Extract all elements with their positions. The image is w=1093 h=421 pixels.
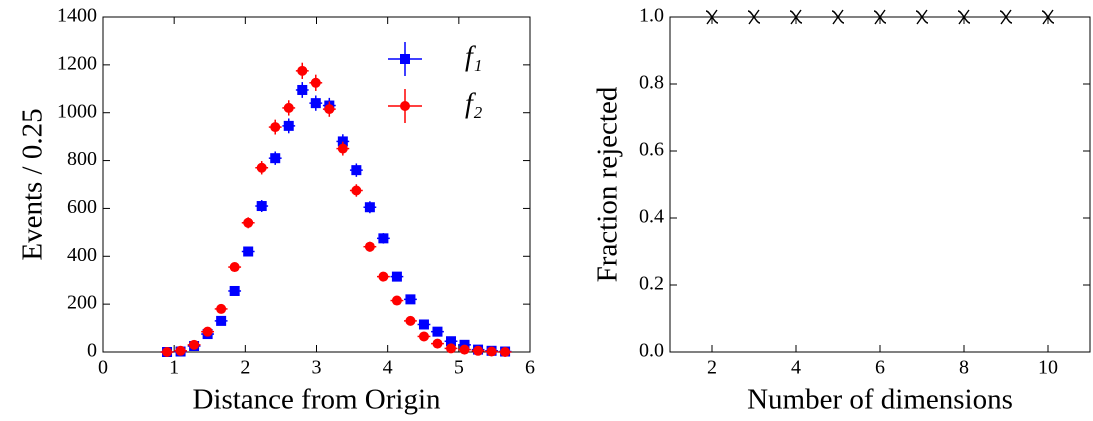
marker [364, 241, 375, 252]
marker [229, 262, 240, 273]
y-tick-label: 1.0 [639, 5, 664, 27]
marker [432, 326, 443, 337]
marker [473, 345, 484, 356]
marker [256, 162, 267, 173]
marker [831, 9, 845, 25]
marker [283, 120, 294, 131]
marker [705, 9, 719, 25]
marker [283, 102, 294, 113]
marker [378, 233, 389, 244]
marker [873, 9, 887, 25]
x-tick-label: 0 [98, 357, 108, 379]
x-axis-label: Number of dimensions [747, 384, 1013, 416]
x-tick-label: 3 [312, 357, 322, 379]
marker [459, 344, 470, 355]
marker [351, 165, 362, 176]
x-tick-label: 6 [525, 357, 535, 379]
marker [297, 84, 308, 95]
marker [337, 136, 348, 147]
marker [243, 217, 254, 228]
marker [789, 9, 803, 25]
marker [446, 343, 457, 354]
marker [418, 319, 429, 330]
marker [256, 201, 267, 212]
y-tick-label: 200 [67, 292, 97, 314]
x-tick-label: 5 [454, 357, 464, 379]
marker [486, 346, 497, 357]
x-tick-label: 4 [383, 357, 393, 379]
marker [310, 77, 321, 88]
plot-frame [669, 16, 1091, 353]
y-tick-label: 0.4 [639, 206, 664, 228]
y-tick-label: 0 [87, 340, 97, 362]
x-tick-label: 1 [169, 357, 179, 379]
marker [243, 246, 254, 257]
marker [310, 98, 321, 109]
y-tick-label: 1200 [57, 52, 97, 74]
marker [432, 338, 443, 349]
legend-label: f₂ [465, 88, 483, 119]
marker [378, 271, 389, 282]
x-tick-label: 10 [1038, 357, 1058, 379]
marker [216, 303, 227, 314]
marker [747, 9, 761, 25]
y-tick-label: 1000 [57, 100, 97, 122]
marker [391, 295, 402, 306]
y-axis-label: Fraction rejected [592, 86, 624, 282]
marker [999, 9, 1013, 25]
marker [400, 54, 410, 64]
marker [364, 202, 375, 213]
marker [418, 331, 429, 342]
marker [202, 326, 213, 337]
marker [229, 285, 240, 296]
marker [446, 336, 457, 347]
x-tick-label: 2 [707, 357, 717, 379]
x-tick-label: 8 [959, 357, 969, 379]
marker [391, 271, 402, 282]
marker [324, 104, 335, 115]
marker [405, 315, 416, 326]
y-tick-label: 800 [67, 148, 97, 170]
marker [189, 339, 200, 350]
marker [216, 315, 227, 326]
marker [270, 122, 281, 133]
marker [175, 345, 186, 356]
y-tick-label: 0.0 [639, 340, 664, 362]
y-tick-label: 400 [67, 244, 97, 266]
marker [915, 9, 929, 25]
marker [1041, 9, 1055, 25]
marker [500, 347, 511, 357]
y-tick-label: 0.2 [639, 273, 664, 295]
marker [957, 9, 971, 25]
marker [270, 153, 281, 164]
marker [351, 185, 362, 196]
marker [405, 294, 416, 305]
x-tick-label: 4 [791, 357, 801, 379]
x-tick-label: 2 [240, 357, 250, 379]
y-axis-label: Events / 0.25 [17, 108, 49, 260]
x-axis-label: Distance from Origin [192, 384, 441, 416]
y-tick-label: 1400 [57, 5, 97, 27]
legend-label: f₁ [465, 41, 483, 72]
marker [162, 347, 173, 357]
y-tick-label: 600 [67, 196, 97, 218]
marker [337, 143, 348, 154]
marker [297, 65, 308, 76]
x-tick-label: 6 [875, 357, 885, 379]
marker [400, 101, 410, 111]
y-tick-label: 0.6 [639, 139, 664, 161]
y-tick-label: 0.8 [639, 72, 664, 94]
